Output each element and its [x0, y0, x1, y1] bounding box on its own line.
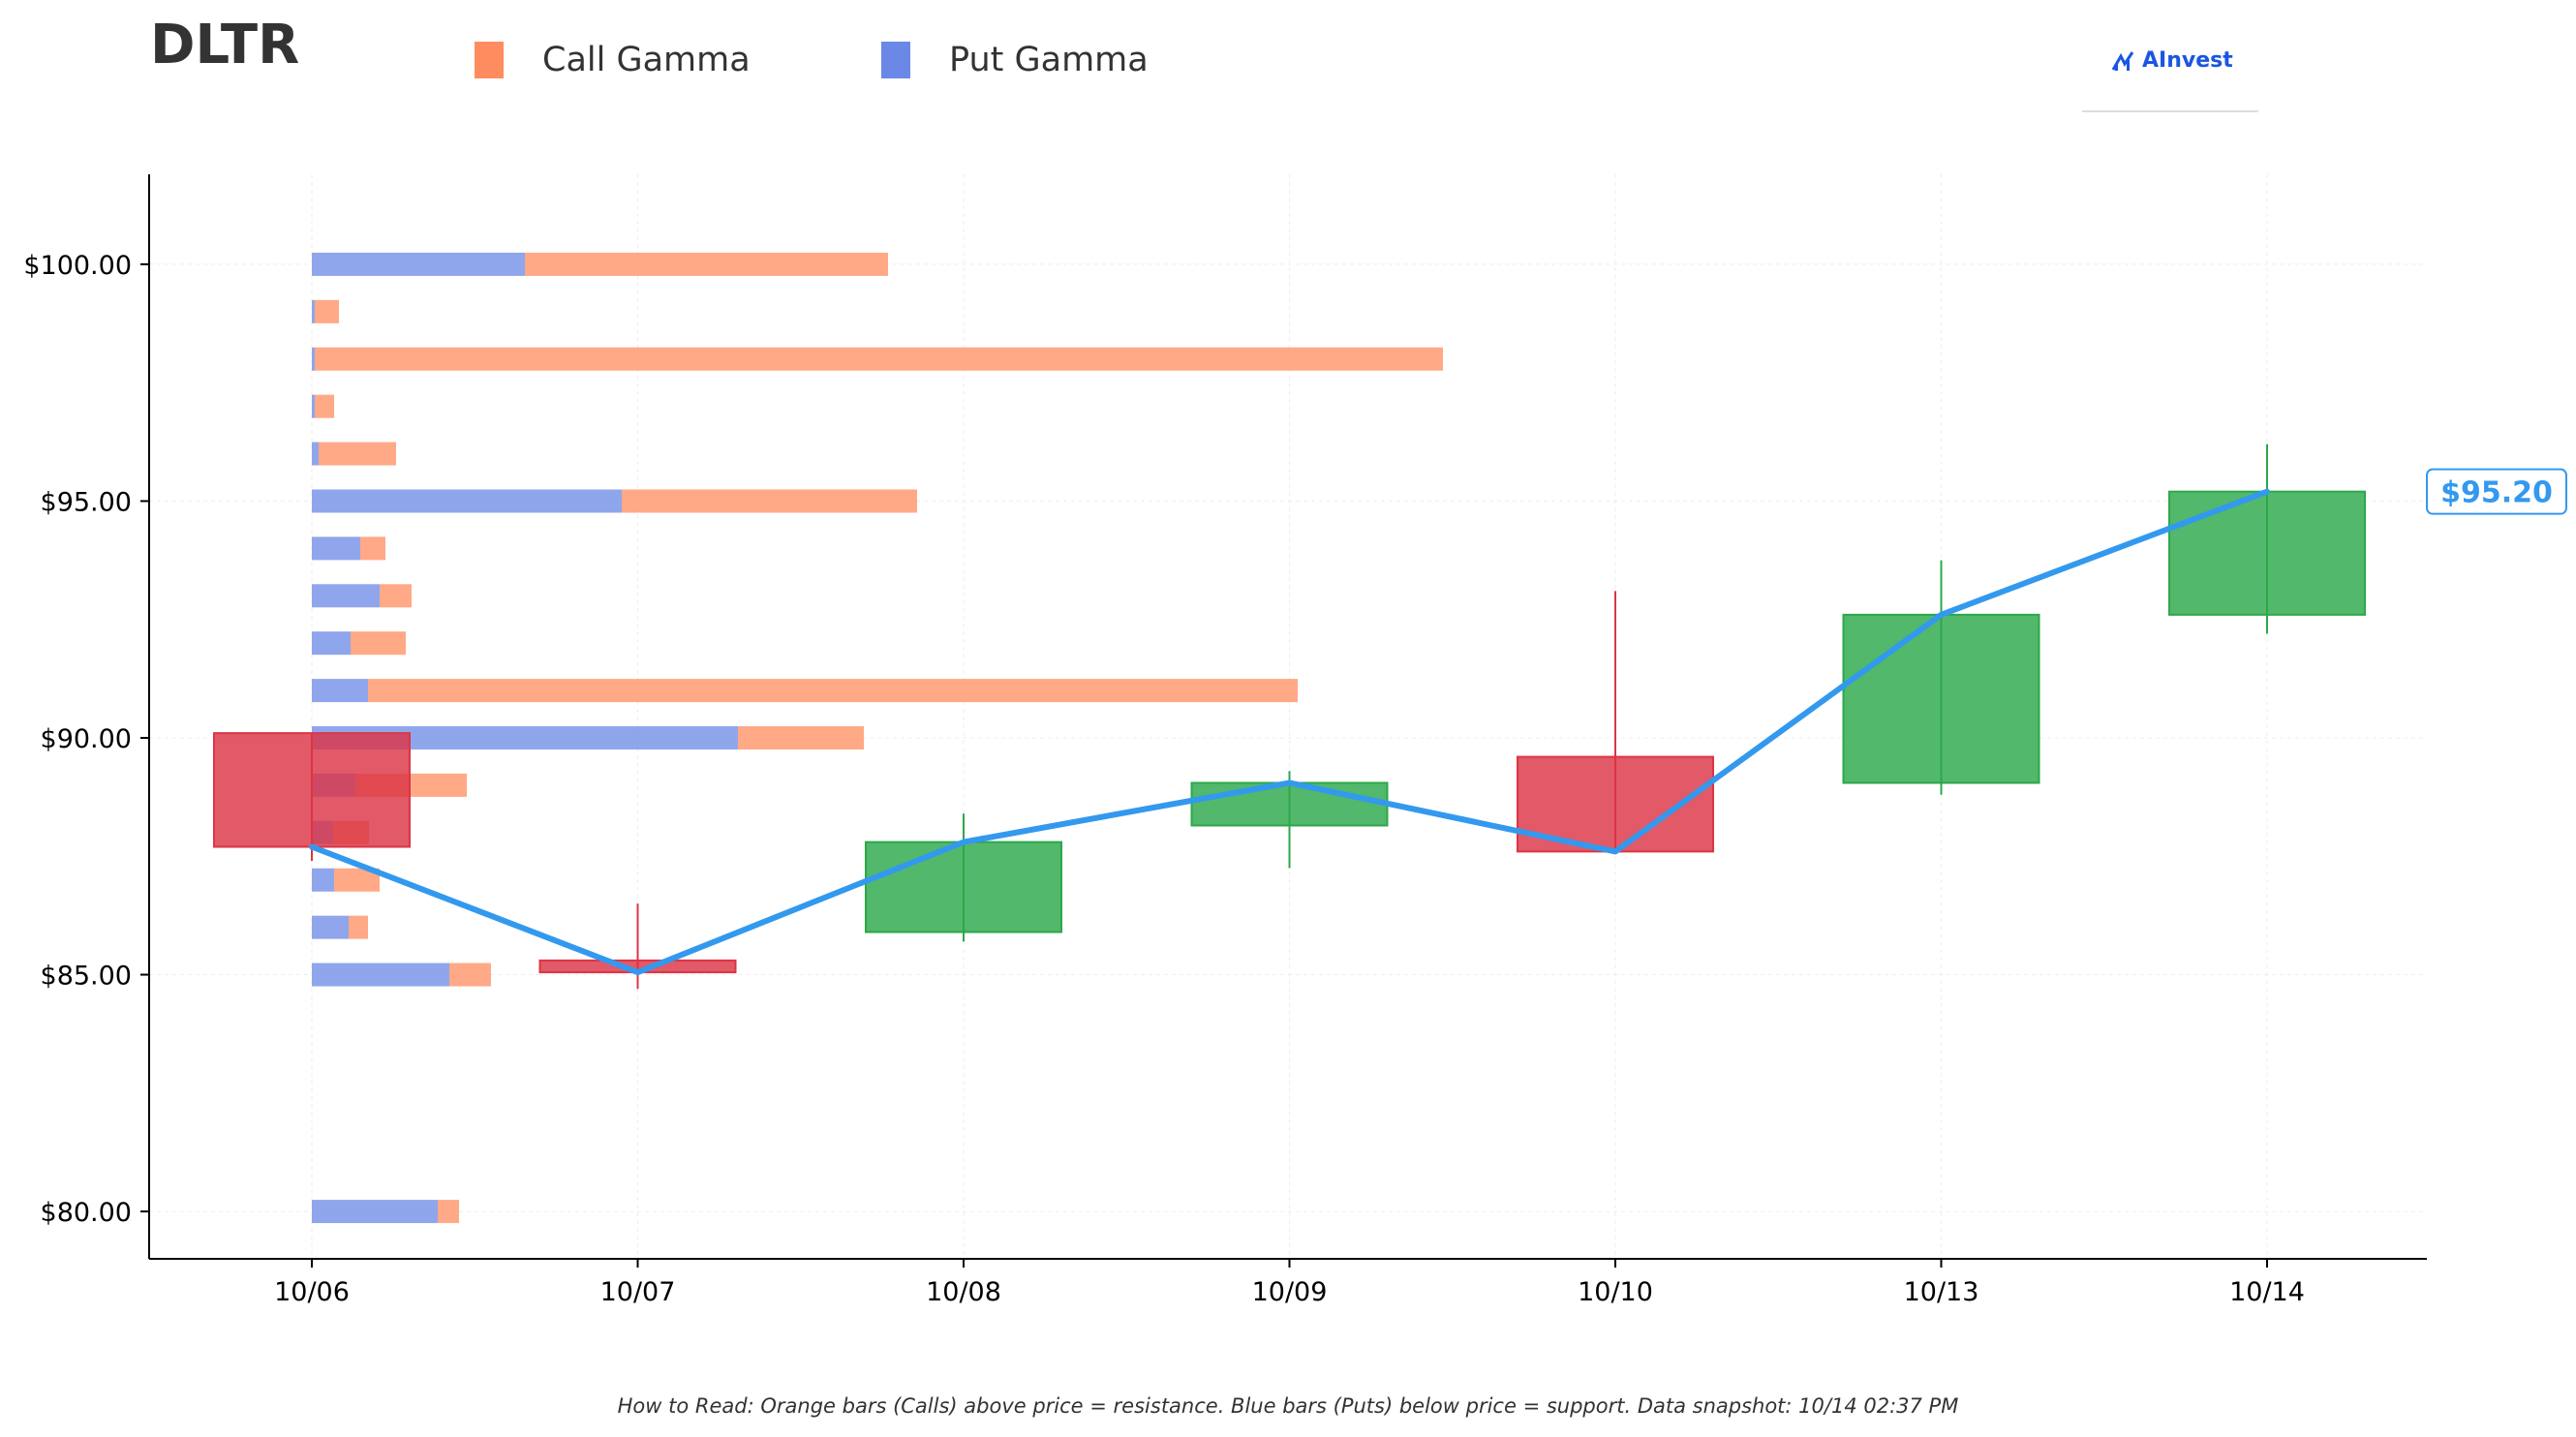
- call-gamma-bar: [315, 347, 1443, 371]
- logo-divider: [2082, 110, 2258, 112]
- legend-item-put-gamma: Put Gamma: [881, 39, 1149, 81]
- call-gamma-bar: [360, 536, 385, 561]
- y-tick-label: $100.00: [23, 251, 132, 281]
- x-tick-label: 10/14: [2229, 1277, 2305, 1307]
- how-to-read-footnote: How to Read: Orange bars (Calls) above p…: [617, 1394, 1959, 1418]
- call-gamma-bar: [438, 1200, 459, 1224]
- put-gamma-bar: [312, 489, 622, 513]
- last-price-badge: [2426, 468, 2567, 515]
- legend-swatch-call: [475, 42, 504, 78]
- put-gamma-bar: [312, 252, 525, 276]
- y-tick-label: $95.00: [41, 487, 132, 517]
- x-tick-label: 10/08: [926, 1277, 1001, 1307]
- grid-layer: [149, 174, 2427, 1259]
- x-tick-label: 10/13: [1904, 1277, 1979, 1307]
- call-gamma-bar: [319, 442, 396, 466]
- brand-logo[interactable]: AInvest: [2111, 48, 2233, 73]
- put-gamma-bar: [312, 442, 319, 466]
- candle-body: [1842, 613, 2040, 784]
- candle-body: [1190, 781, 1389, 827]
- put-gamma-bar: [312, 868, 334, 892]
- candle-body: [2168, 490, 2366, 616]
- put-gamma-bar: [312, 963, 449, 987]
- x-tick-label: 10/07: [600, 1277, 676, 1307]
- call-gamma-bar: [449, 963, 491, 987]
- gamma-bar-layer: [312, 252, 1443, 1224]
- legend-swatch-put: [881, 42, 910, 78]
- y-tick-label: $90.00: [41, 724, 132, 754]
- put-gamma-bar: [312, 584, 380, 608]
- call-gamma-bar: [368, 679, 1298, 703]
- call-gamma-bar: [525, 252, 888, 276]
- gamma-price-chart: $95.20 $80.00 $85.00 $90.00 $95.00 $100.00 10…: [23, 174, 2567, 1307]
- call-gamma-bar: [380, 584, 412, 608]
- x-tick-label: 10/06: [274, 1277, 350, 1307]
- x-tick-label: 10/10: [1578, 1277, 1653, 1307]
- ticker-title: DLTR: [150, 14, 300, 76]
- y-tick-label: $80.00: [41, 1198, 132, 1228]
- call-gamma-bar: [351, 631, 406, 656]
- y-tick-label: $85.00: [41, 962, 132, 992]
- put-gamma-bar: [312, 394, 315, 418]
- call-gamma-bar: [315, 299, 339, 323]
- last-price-label: $95.20: [2440, 476, 2553, 510]
- put-gamma-bar: [312, 915, 349, 939]
- call-gamma-bar: [738, 726, 864, 750]
- legend-label-call: Call Gamma: [542, 41, 751, 79]
- candle-body: [865, 841, 1062, 933]
- price-line-layer: $95.20: [309, 468, 2567, 976]
- call-gamma-bar: [315, 394, 334, 418]
- call-gamma-bar: [622, 489, 917, 513]
- put-gamma-bar: [312, 631, 351, 656]
- ainvest-logo-icon: [2111, 50, 2134, 71]
- legend-item-call-gamma: Call Gamma: [475, 39, 751, 81]
- legend-label-put: Put Gamma: [949, 41, 1149, 79]
- put-gamma-bar: [312, 1200, 438, 1224]
- axis-layer: $80.00 $85.00 $90.00 $95.00 $100.00 10/06 10/0…: [23, 174, 2427, 1307]
- candle-body: [213, 732, 411, 848]
- put-gamma-bar: [312, 679, 368, 703]
- x-tick-label: 10/09: [1252, 1277, 1328, 1307]
- put-gamma-bar: [312, 299, 315, 323]
- call-gamma-bar: [349, 915, 368, 939]
- price-line: [309, 488, 2270, 976]
- put-gamma-bar: [312, 347, 315, 371]
- brand-name: AInvest: [2142, 48, 2233, 73]
- put-gamma-bar: [312, 536, 360, 561]
